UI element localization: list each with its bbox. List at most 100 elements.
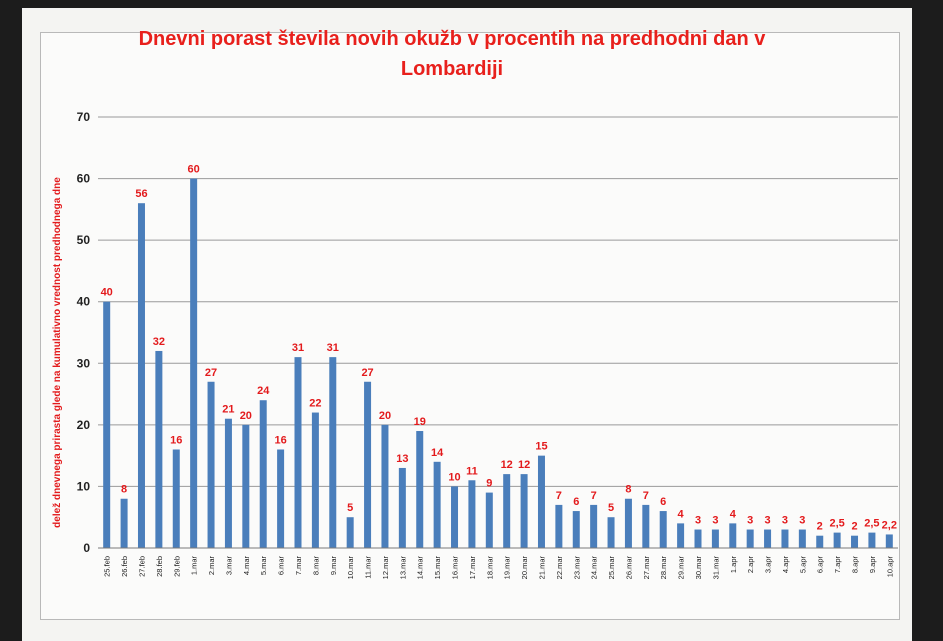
- bar-27.mar: [642, 504, 650, 548]
- bar-19.mar: [503, 474, 511, 548]
- y-tick-label: 60: [77, 172, 91, 186]
- bar-28.mar: [659, 511, 667, 548]
- chart-title: Dnevni porast števila novih okužb v proc…: [82, 24, 822, 84]
- x-tick-label: 6.mar: [277, 555, 286, 575]
- x-tick-label: 18.mar: [485, 555, 494, 579]
- y-tick-label: 50: [77, 233, 91, 247]
- data-label-3.mar: 21: [222, 404, 234, 416]
- data-label-27.mar: 7: [643, 490, 649, 502]
- x-tick-label: 3.apr: [764, 556, 773, 574]
- x-tick-label: 4.apr: [781, 556, 790, 574]
- y-tick-label: 70: [77, 110, 91, 124]
- bar-4.apr: [781, 529, 789, 548]
- bar-1.apr: [729, 523, 737, 548]
- data-label-30.mar: 3: [695, 515, 701, 527]
- data-labels: 4085632166027212024163122315272013191410…: [101, 164, 897, 533]
- data-label-19.mar: 12: [501, 459, 513, 471]
- gridlines: [98, 116, 898, 487]
- data-label-17.mar: 11: [466, 465, 478, 477]
- data-label-10.apr: 2,2: [882, 519, 897, 531]
- x-tick-label: 15.mar: [433, 555, 442, 579]
- bar-2.mar: [207, 381, 215, 548]
- x-tick-label: 25.feb: [103, 556, 112, 577]
- x-tick-label: 3.mar: [224, 555, 233, 575]
- bar-30.mar: [694, 529, 702, 548]
- x-tick-label: 25.mar: [607, 555, 616, 579]
- data-label-18.mar: 9: [486, 478, 492, 490]
- y-tick-label: 0: [83, 541, 90, 555]
- bar-2.apr: [746, 529, 754, 548]
- bar-16.mar: [451, 486, 459, 548]
- data-label-29.feb: 16: [170, 434, 182, 446]
- x-tick-label: 7.mar: [294, 555, 303, 575]
- bar-1.mar: [190, 178, 198, 549]
- bar-25.mar: [607, 517, 615, 548]
- data-label-8.mar: 22: [309, 398, 321, 410]
- bar-28.feb: [155, 350, 163, 548]
- bar-10.mar: [346, 517, 354, 548]
- data-label-6.apr: 2: [817, 521, 823, 533]
- x-tick-label: 10.apr: [885, 556, 894, 578]
- x-tick-label: 1.apr: [729, 556, 738, 574]
- data-label-4.apr: 3: [782, 515, 788, 527]
- x-tick-label: 19.mar: [503, 555, 512, 579]
- data-label-24.mar: 7: [591, 490, 597, 502]
- x-tick-label: 27.mar: [642, 555, 651, 579]
- x-tick-label: 5.mar: [259, 555, 268, 575]
- x-tick-label: 14.mar: [416, 555, 425, 579]
- y-axis-label: delež dnevnega prirasta glede na kumulat…: [52, 177, 63, 528]
- chart-title-line-1: Dnevni porast števila novih okužb v proc…: [138, 28, 766, 50]
- data-label-2.apr: 3: [747, 515, 753, 527]
- bar-14.mar: [416, 431, 424, 548]
- bar-26.mar: [624, 498, 632, 548]
- data-label-1.apr: 4: [730, 508, 737, 520]
- data-label-5.mar: 24: [257, 385, 270, 397]
- data-label-22.mar: 7: [556, 490, 562, 502]
- bar-29.mar: [677, 523, 685, 548]
- x-tick-label: 2.mar: [207, 555, 216, 575]
- data-label-9.apr: 2,5: [864, 518, 879, 530]
- x-tick-label: 21.mar: [537, 555, 546, 579]
- x-tick-label: 22.mar: [555, 555, 564, 579]
- bar-13.mar: [398, 467, 406, 548]
- data-label-31.mar: 3: [712, 515, 718, 527]
- x-tick-label: 17.mar: [468, 555, 477, 579]
- bar-3.apr: [764, 529, 772, 548]
- x-tick-label: 6.apr: [816, 556, 825, 574]
- bar-20.mar: [520, 474, 528, 548]
- x-tick-label: 30.mar: [694, 555, 703, 579]
- bar-31.mar: [711, 529, 719, 548]
- bar-15.mar: [433, 461, 441, 548]
- x-axis-ticks: 25.feb 26.feb 27.feb 28.feb 29.feb 1.mar 2.mar…: [103, 555, 895, 579]
- bar-5.apr: [798, 529, 806, 548]
- data-label-3.apr: 3: [765, 515, 771, 527]
- x-tick-label: 11.mar: [364, 556, 373, 579]
- x-tick-label: 9.mar: [329, 555, 338, 575]
- x-tick-label: 7.apr: [833, 556, 842, 574]
- x-tick-label: 28.feb: [155, 556, 164, 577]
- data-label-25.feb: 40: [101, 287, 113, 299]
- data-label-5.apr: 3: [799, 515, 805, 527]
- slide: Dnevni porast števila novih okužb v proc…: [22, 8, 912, 641]
- data-label-25.mar: 5: [608, 502, 614, 514]
- bars: [103, 178, 893, 549]
- data-label-29.mar: 4: [678, 508, 685, 520]
- chart-title-line-2: Lombardiji: [400, 58, 504, 80]
- y-tick-label: 40: [77, 295, 91, 309]
- bar-8.mar: [311, 412, 319, 548]
- bar-chart: 4085632166027212024163122315272013191410…: [52, 110, 898, 579]
- x-tick-label: 8.apr: [851, 556, 860, 574]
- bar-18.mar: [485, 492, 493, 548]
- y-axis-ticks: 0 10 20 30 40 50 60 70: [77, 110, 91, 555]
- bar-21.mar: [537, 455, 545, 548]
- y-tick-label: 30: [77, 356, 91, 370]
- x-tick-label: 29.feb: [172, 556, 181, 577]
- x-tick-label: 1.mar: [190, 555, 199, 575]
- bar-29.feb: [172, 449, 180, 548]
- data-label-28.mar: 6: [660, 496, 666, 508]
- bar-4.mar: [242, 424, 250, 548]
- x-tick-label: 10.mar: [346, 555, 355, 579]
- bar-24.mar: [590, 504, 598, 548]
- data-label-1.mar: 60: [188, 164, 200, 176]
- data-label-16.mar: 10: [448, 471, 460, 483]
